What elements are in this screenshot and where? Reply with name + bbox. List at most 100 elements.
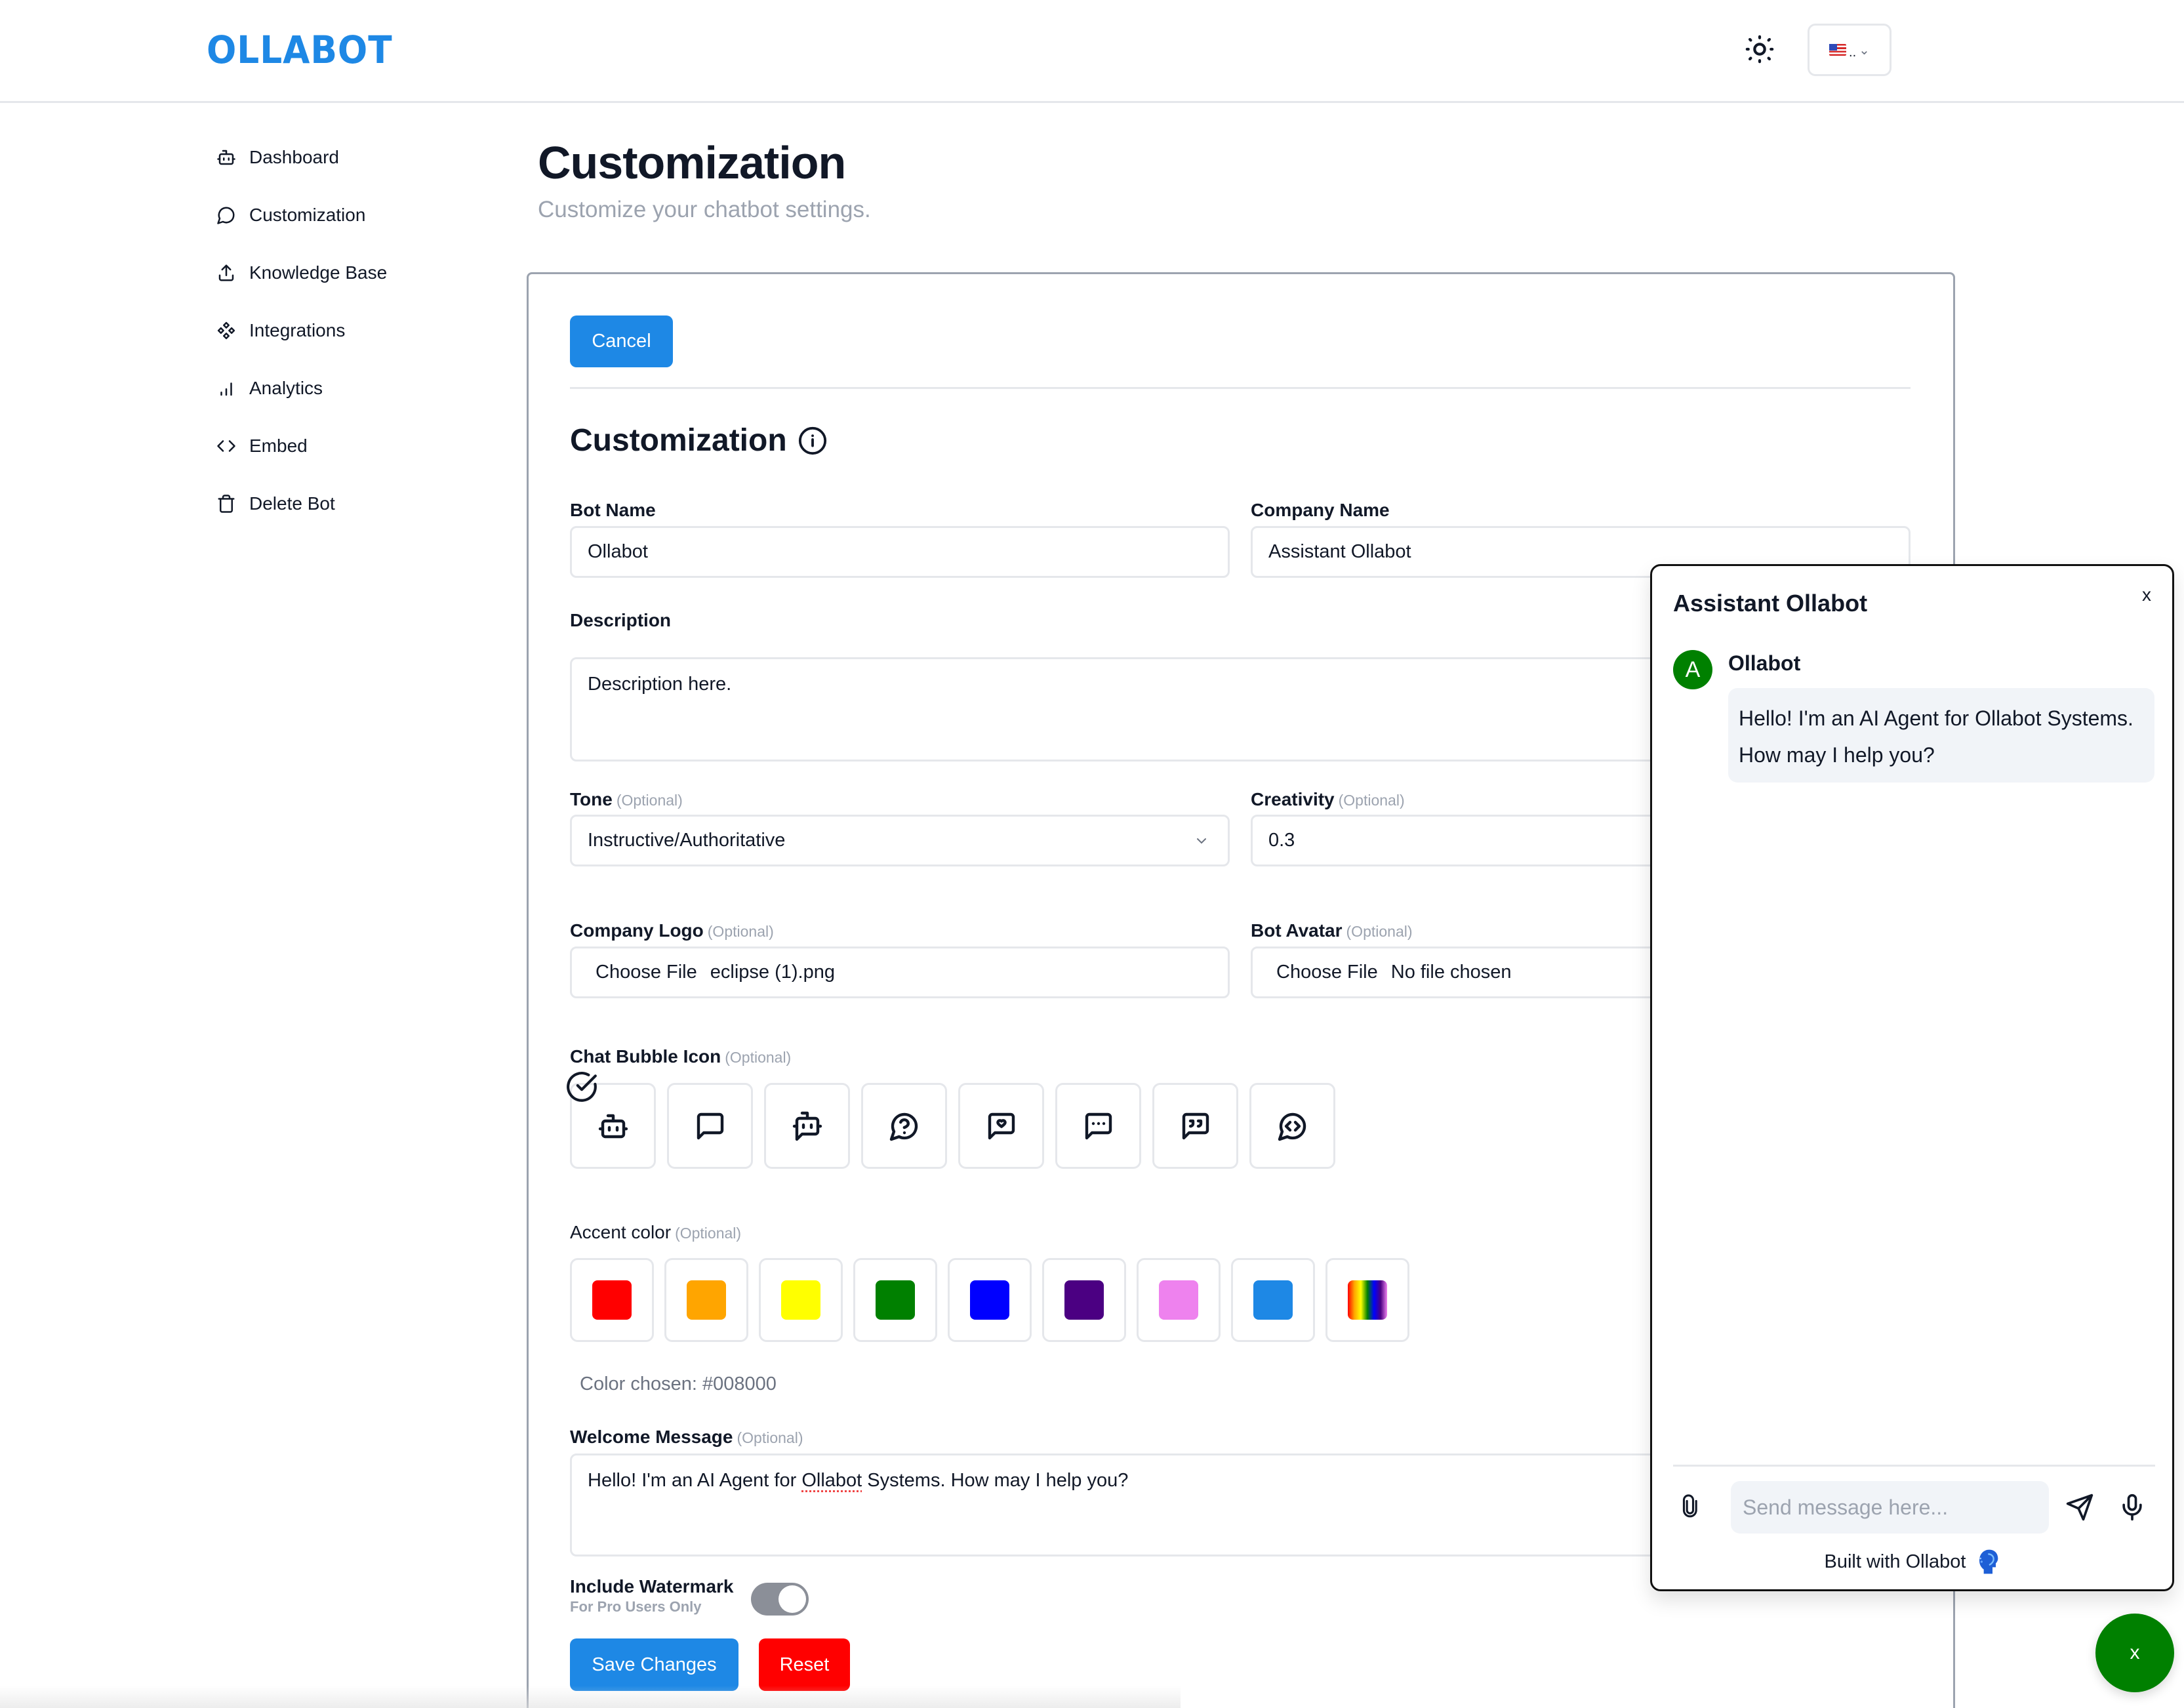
accent-swatch-green[interactable]: [853, 1258, 937, 1342]
chat-title: Assistant Ollabot: [1673, 590, 1868, 617]
accent-swatch-yellow[interactable]: [759, 1258, 843, 1342]
optional-tag: (Optional): [1338, 792, 1405, 809]
sun-icon[interactable]: [1745, 34, 1775, 64]
tone-value: Instructive/Authoritative: [588, 830, 786, 851]
paperclip-icon[interactable]: [1676, 1493, 1705, 1522]
sidebar-item-knowledge-base[interactable]: Knowledge Base: [216, 253, 387, 293]
bot-name-label: Bot Name: [570, 500, 656, 520]
welcome-message-value: Hello! I'm an AI Agent for Ollabot Syste…: [588, 1470, 1128, 1492]
optional-tag: (Optional): [725, 1049, 792, 1066]
optional-tag: (Optional): [616, 792, 683, 809]
tone-label-text: Tone: [570, 789, 613, 809]
save-changes-button[interactable]: Save Changes: [570, 1638, 738, 1691]
message-circle-code-icon: [1278, 1112, 1306, 1141]
color-orange: [687, 1280, 726, 1320]
chat-message-input[interactable]: [1731, 1481, 2049, 1534]
bubble-option-bot-message[interactable]: [764, 1083, 850, 1169]
chevron-down-icon: ⌄: [1859, 43, 1870, 58]
accent-swatch-orange[interactable]: [664, 1258, 748, 1342]
ollabot-logo[interactable]: OLLABOT: [207, 28, 393, 72]
tone-select[interactable]: Instructive/Authoritative: [570, 815, 1230, 866]
welcome-message-label: Welcome Message (Optional): [570, 1427, 803, 1448]
chat-bubble-icon-label: Chat Bubble Icon (Optional): [570, 1046, 791, 1067]
sidebar-item-customization[interactable]: Customization: [216, 195, 365, 235]
accent-color-label: Accent color (Optional): [570, 1222, 741, 1243]
bot-avatar-filename: No file chosen: [1390, 962, 1512, 983]
language-label: ..: [1849, 45, 1857, 60]
creativity-label-text: Creativity: [1251, 789, 1335, 809]
color-primary-blue: [1253, 1280, 1293, 1320]
info-icon[interactable]: [798, 426, 828, 456]
welcome-text-pre: Hello! I'm an AI Agent for: [588, 1470, 802, 1491]
code-icon: [217, 440, 235, 452]
watermark-sublabel: For Pro Users Only: [570, 1598, 702, 1615]
accent-swatch-rainbow[interactable]: [1325, 1258, 1409, 1342]
accent-swatch-primary-blue[interactable]: [1231, 1258, 1315, 1342]
bubble-option-heart[interactable]: [958, 1083, 1044, 1169]
bot-name-value: Ollabot: [588, 541, 648, 562]
message-sender: Ollabot: [1728, 651, 1801, 675]
send-icon[interactable]: [2065, 1493, 2094, 1522]
company-logo-file-input[interactable]: Choose File eclipse (1).png: [570, 946, 1230, 998]
bubble-option-quote[interactable]: [1152, 1083, 1238, 1169]
sidebar-item-label: Customization: [249, 205, 366, 225]
section-title: Customization: [570, 422, 828, 458]
sidebar-item-delete-bot[interactable]: Delete Bot: [216, 484, 335, 523]
message-square-quote-icon: [1182, 1112, 1209, 1139]
bot-icon: [598, 1114, 628, 1138]
company-name-input[interactable]: Assistant Ollabot: [1251, 526, 1911, 578]
bot-message-square-icon: [792, 1111, 822, 1141]
sidebar-item-integrations[interactable]: Integrations: [216, 311, 345, 350]
language-selector[interactable]: .. ⌄: [1808, 24, 1891, 76]
welcome-label-text: Welcome Message: [570, 1427, 733, 1447]
sidebar-item-embed[interactable]: Embed: [216, 426, 308, 466]
page-subtitle: Customize your chatbot settings.: [538, 197, 871, 222]
message-circle-icon: [217, 207, 235, 224]
bot-icon: [217, 150, 235, 165]
optional-tag: (Optional): [675, 1225, 742, 1242]
message-circle-question-icon: [889, 1112, 918, 1141]
sidebar-item-label: Delete Bot: [249, 493, 335, 514]
sidebar-item-label: Dashboard: [249, 147, 339, 167]
accent-swatch-indigo[interactable]: [1042, 1258, 1126, 1342]
bubble-option-message-square[interactable]: [667, 1083, 753, 1169]
cancel-button[interactable]: Cancel: [570, 315, 673, 367]
chat-bubble-label-text: Chat Bubble Icon: [570, 1046, 721, 1067]
bubble-option-question[interactable]: [861, 1083, 947, 1169]
color-yellow: [781, 1280, 820, 1320]
sidebar-item-analytics[interactable]: Analytics: [216, 369, 323, 408]
upload-icon: [218, 264, 234, 281]
watermark-toggle[interactable]: [751, 1583, 809, 1616]
bottom-shadow: [0, 1686, 1181, 1708]
toggle-knob: [779, 1585, 806, 1613]
section-divider: [570, 387, 1911, 389]
accent-swatch-blue[interactable]: [948, 1258, 1032, 1342]
built-with-footer[interactable]: Built with Ollabot: [1652, 1549, 2172, 1575]
ai-head-logo-icon: [1979, 1549, 1998, 1574]
message-square-more-icon: [1085, 1112, 1112, 1139]
chat-preview-panel: Assistant Ollabot x A Ollabot Hello! I'm…: [1650, 564, 2174, 1591]
bubble-option-code[interactable]: [1249, 1083, 1335, 1169]
chat-close-button[interactable]: x: [2142, 584, 2151, 605]
bubble-option-bot[interactable]: [570, 1083, 656, 1169]
watermark-label: Include Watermark: [570, 1576, 734, 1596]
color-rainbow: [1348, 1280, 1387, 1320]
message-square-heart-icon: [988, 1112, 1015, 1139]
bot-avatar-label-text: Bot Avatar: [1251, 920, 1343, 941]
microphone-icon[interactable]: [2118, 1493, 2147, 1522]
selected-check-icon: [567, 1072, 597, 1102]
sidebar-item-dashboard[interactable]: Dashboard: [216, 138, 339, 177]
chat-divider: [1673, 1465, 2155, 1467]
choose-file-button[interactable]: Choose File: [596, 962, 697, 983]
accent-swatch-violet[interactable]: [1137, 1258, 1221, 1342]
components-icon: [217, 321, 235, 340]
choose-file-button[interactable]: Choose File: [1276, 962, 1378, 983]
bot-name-input[interactable]: Ollabot: [570, 526, 1230, 578]
chat-toggle-fab[interactable]: x: [2095, 1614, 2174, 1692]
reset-button[interactable]: Reset: [759, 1638, 850, 1691]
company-logo-label-text: Company Logo: [570, 920, 704, 941]
accent-swatch-red[interactable]: [570, 1258, 654, 1342]
bot-avatar-label: Bot Avatar (Optional): [1251, 920, 1413, 941]
bot-message-bubble: Hello! I'm an AI Agent for Ollabot Syste…: [1728, 688, 2154, 783]
bubble-option-more[interactable]: [1055, 1083, 1141, 1169]
